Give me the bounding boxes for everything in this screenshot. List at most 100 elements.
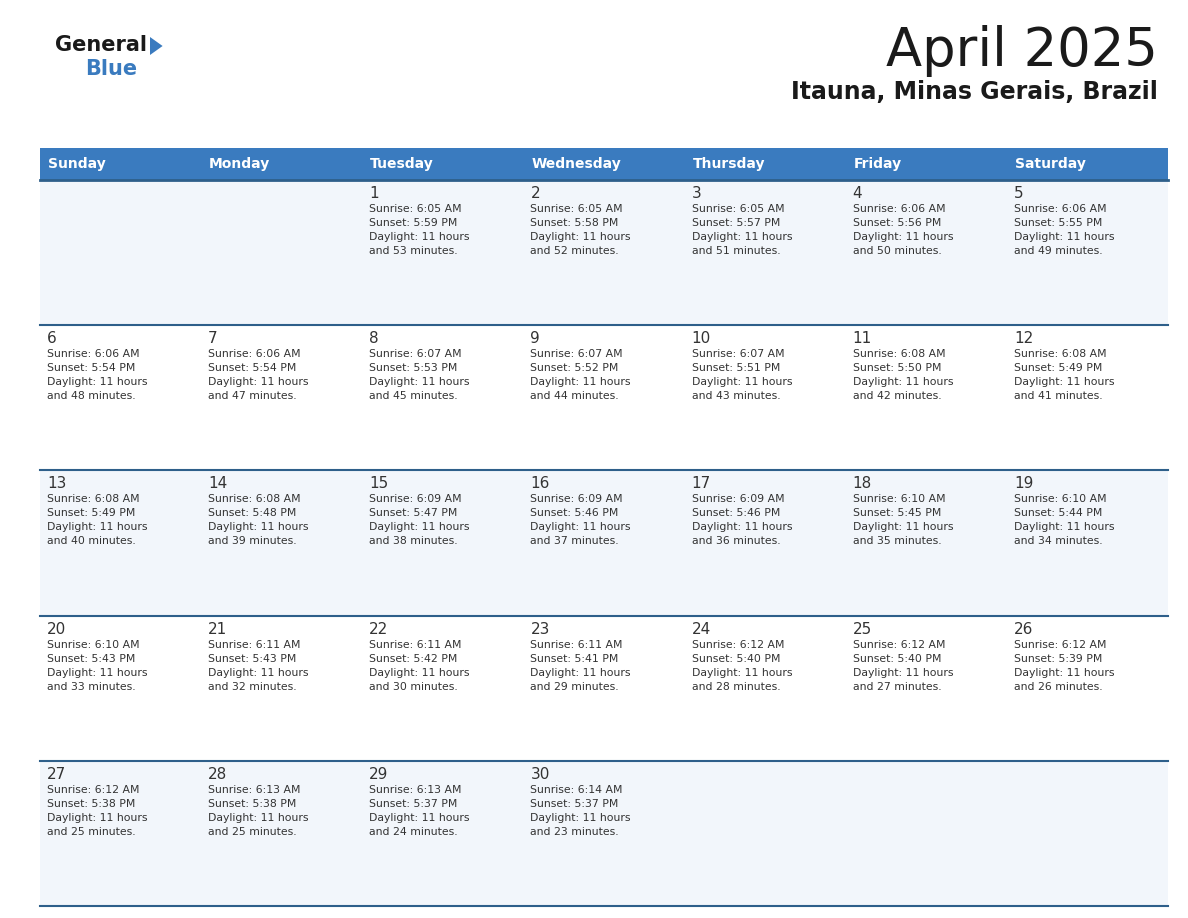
Text: 8: 8 [369, 331, 379, 346]
Bar [362, 325, 524, 470]
Text: 9: 9 [530, 331, 541, 346]
Text: 27: 27 [48, 767, 67, 782]
Text: 16: 16 [530, 476, 550, 491]
Text: Sunrise: 6:10 AM
Sunset: 5:45 PM
Daylight: 11 hours
and 35 minutes.: Sunrise: 6:10 AM Sunset: 5:45 PM Dayligh… [853, 495, 953, 546]
Bar [201, 180, 362, 325]
Text: 13: 13 [48, 476, 67, 491]
Text: Sunrise: 6:08 AM
Sunset: 5:49 PM
Daylight: 11 hours
and 41 minutes.: Sunrise: 6:08 AM Sunset: 5:49 PM Dayligh… [1013, 349, 1114, 401]
Bar [201, 325, 362, 470]
Text: Tuesday: Tuesday [371, 157, 434, 171]
Bar [1007, 325, 1168, 470]
Bar [1007, 148, 1168, 180]
Text: 28: 28 [208, 767, 227, 782]
Text: Sunrise: 6:13 AM
Sunset: 5:37 PM
Daylight: 11 hours
and 24 minutes.: Sunrise: 6:13 AM Sunset: 5:37 PM Dayligh… [369, 785, 469, 837]
Text: 23: 23 [530, 621, 550, 636]
Text: 30: 30 [530, 767, 550, 782]
Bar [524, 470, 684, 616]
Text: Sunrise: 6:11 AM
Sunset: 5:42 PM
Daylight: 11 hours
and 30 minutes.: Sunrise: 6:11 AM Sunset: 5:42 PM Dayligh… [369, 640, 469, 691]
Text: Friday: Friday [854, 157, 902, 171]
Bar [362, 470, 524, 616]
Text: 4: 4 [853, 186, 862, 201]
Bar [201, 761, 362, 906]
Bar [201, 470, 362, 616]
Text: Sunrise: 6:09 AM
Sunset: 5:46 PM
Daylight: 11 hours
and 37 minutes.: Sunrise: 6:09 AM Sunset: 5:46 PM Dayligh… [530, 495, 631, 546]
Bar [40, 761, 201, 906]
Text: Sunrise: 6:06 AM
Sunset: 5:55 PM
Daylight: 11 hours
and 49 minutes.: Sunrise: 6:06 AM Sunset: 5:55 PM Dayligh… [1013, 204, 1114, 256]
Text: 29: 29 [369, 767, 388, 782]
Bar [684, 148, 846, 180]
Text: April 2025: April 2025 [886, 25, 1158, 77]
Text: Saturday: Saturday [1015, 157, 1086, 171]
Text: Sunrise: 6:12 AM
Sunset: 5:39 PM
Daylight: 11 hours
and 26 minutes.: Sunrise: 6:12 AM Sunset: 5:39 PM Dayligh… [1013, 640, 1114, 691]
Text: Sunrise: 6:12 AM
Sunset: 5:40 PM
Daylight: 11 hours
and 28 minutes.: Sunrise: 6:12 AM Sunset: 5:40 PM Dayligh… [691, 640, 792, 691]
Text: 12: 12 [1013, 331, 1034, 346]
Bar [40, 325, 201, 470]
Bar [1007, 616, 1168, 761]
Bar [684, 180, 846, 325]
Text: General: General [55, 35, 147, 55]
Bar [524, 180, 684, 325]
Text: Sunrise: 6:07 AM
Sunset: 5:51 PM
Daylight: 11 hours
and 43 minutes.: Sunrise: 6:07 AM Sunset: 5:51 PM Dayligh… [691, 349, 792, 401]
Text: Sunrise: 6:07 AM
Sunset: 5:52 PM
Daylight: 11 hours
and 44 minutes.: Sunrise: 6:07 AM Sunset: 5:52 PM Dayligh… [530, 349, 631, 401]
Text: Sunrise: 6:11 AM
Sunset: 5:43 PM
Daylight: 11 hours
and 32 minutes.: Sunrise: 6:11 AM Sunset: 5:43 PM Dayligh… [208, 640, 309, 691]
Text: Sunrise: 6:10 AM
Sunset: 5:44 PM
Daylight: 11 hours
and 34 minutes.: Sunrise: 6:10 AM Sunset: 5:44 PM Dayligh… [1013, 495, 1114, 546]
Text: 22: 22 [369, 621, 388, 636]
Bar [524, 616, 684, 761]
Text: 17: 17 [691, 476, 710, 491]
Text: Sunrise: 6:07 AM
Sunset: 5:53 PM
Daylight: 11 hours
and 45 minutes.: Sunrise: 6:07 AM Sunset: 5:53 PM Dayligh… [369, 349, 469, 401]
Polygon shape [150, 37, 163, 55]
Text: Sunrise: 6:12 AM
Sunset: 5:40 PM
Daylight: 11 hours
and 27 minutes.: Sunrise: 6:12 AM Sunset: 5:40 PM Dayligh… [853, 640, 953, 691]
Text: 1: 1 [369, 186, 379, 201]
Bar [684, 616, 846, 761]
Text: Thursday: Thursday [693, 157, 765, 171]
Bar [362, 761, 524, 906]
Text: 15: 15 [369, 476, 388, 491]
Text: 2: 2 [530, 186, 541, 201]
Bar [40, 470, 201, 616]
Bar [362, 180, 524, 325]
Bar [362, 148, 524, 180]
Text: Sunrise: 6:09 AM
Sunset: 5:47 PM
Daylight: 11 hours
and 38 minutes.: Sunrise: 6:09 AM Sunset: 5:47 PM Dayligh… [369, 495, 469, 546]
Text: 11: 11 [853, 331, 872, 346]
Text: Sunrise: 6:10 AM
Sunset: 5:43 PM
Daylight: 11 hours
and 33 minutes.: Sunrise: 6:10 AM Sunset: 5:43 PM Dayligh… [48, 640, 147, 691]
Bar [1007, 761, 1168, 906]
Text: Sunday: Sunday [48, 157, 106, 171]
Bar [40, 148, 201, 180]
Text: Sunrise: 6:12 AM
Sunset: 5:38 PM
Daylight: 11 hours
and 25 minutes.: Sunrise: 6:12 AM Sunset: 5:38 PM Dayligh… [48, 785, 147, 837]
Text: Sunrise: 6:05 AM
Sunset: 5:57 PM
Daylight: 11 hours
and 51 minutes.: Sunrise: 6:05 AM Sunset: 5:57 PM Dayligh… [691, 204, 792, 256]
Text: Sunrise: 6:06 AM
Sunset: 5:54 PM
Daylight: 11 hours
and 47 minutes.: Sunrise: 6:06 AM Sunset: 5:54 PM Dayligh… [208, 349, 309, 401]
Bar [1007, 470, 1168, 616]
Text: Blue: Blue [86, 59, 137, 79]
Text: 3: 3 [691, 186, 701, 201]
Bar [684, 325, 846, 470]
Bar [524, 761, 684, 906]
Text: Sunrise: 6:08 AM
Sunset: 5:49 PM
Daylight: 11 hours
and 40 minutes.: Sunrise: 6:08 AM Sunset: 5:49 PM Dayligh… [48, 495, 147, 546]
Bar [40, 180, 201, 325]
Bar [684, 470, 846, 616]
Bar [846, 180, 1007, 325]
Text: Sunrise: 6:08 AM
Sunset: 5:50 PM
Daylight: 11 hours
and 42 minutes.: Sunrise: 6:08 AM Sunset: 5:50 PM Dayligh… [853, 349, 953, 401]
Bar [846, 325, 1007, 470]
Text: 19: 19 [1013, 476, 1034, 491]
Text: Sunrise: 6:14 AM
Sunset: 5:37 PM
Daylight: 11 hours
and 23 minutes.: Sunrise: 6:14 AM Sunset: 5:37 PM Dayligh… [530, 785, 631, 837]
Bar [362, 616, 524, 761]
Text: Sunrise: 6:09 AM
Sunset: 5:46 PM
Daylight: 11 hours
and 36 minutes.: Sunrise: 6:09 AM Sunset: 5:46 PM Dayligh… [691, 495, 792, 546]
Bar [846, 470, 1007, 616]
Text: Wednesday: Wednesday [531, 157, 621, 171]
Text: 5: 5 [1013, 186, 1024, 201]
Text: 24: 24 [691, 621, 710, 636]
Bar [846, 148, 1007, 180]
Text: 14: 14 [208, 476, 227, 491]
Bar [524, 148, 684, 180]
Text: 20: 20 [48, 621, 67, 636]
Bar [40, 616, 201, 761]
Bar [684, 761, 846, 906]
Text: 10: 10 [691, 331, 710, 346]
Text: 6: 6 [48, 331, 57, 346]
Text: 21: 21 [208, 621, 227, 636]
Bar [846, 761, 1007, 906]
Bar [524, 325, 684, 470]
Bar [201, 148, 362, 180]
Text: Sunrise: 6:08 AM
Sunset: 5:48 PM
Daylight: 11 hours
and 39 minutes.: Sunrise: 6:08 AM Sunset: 5:48 PM Dayligh… [208, 495, 309, 546]
Text: Sunrise: 6:05 AM
Sunset: 5:59 PM
Daylight: 11 hours
and 53 minutes.: Sunrise: 6:05 AM Sunset: 5:59 PM Dayligh… [369, 204, 469, 256]
